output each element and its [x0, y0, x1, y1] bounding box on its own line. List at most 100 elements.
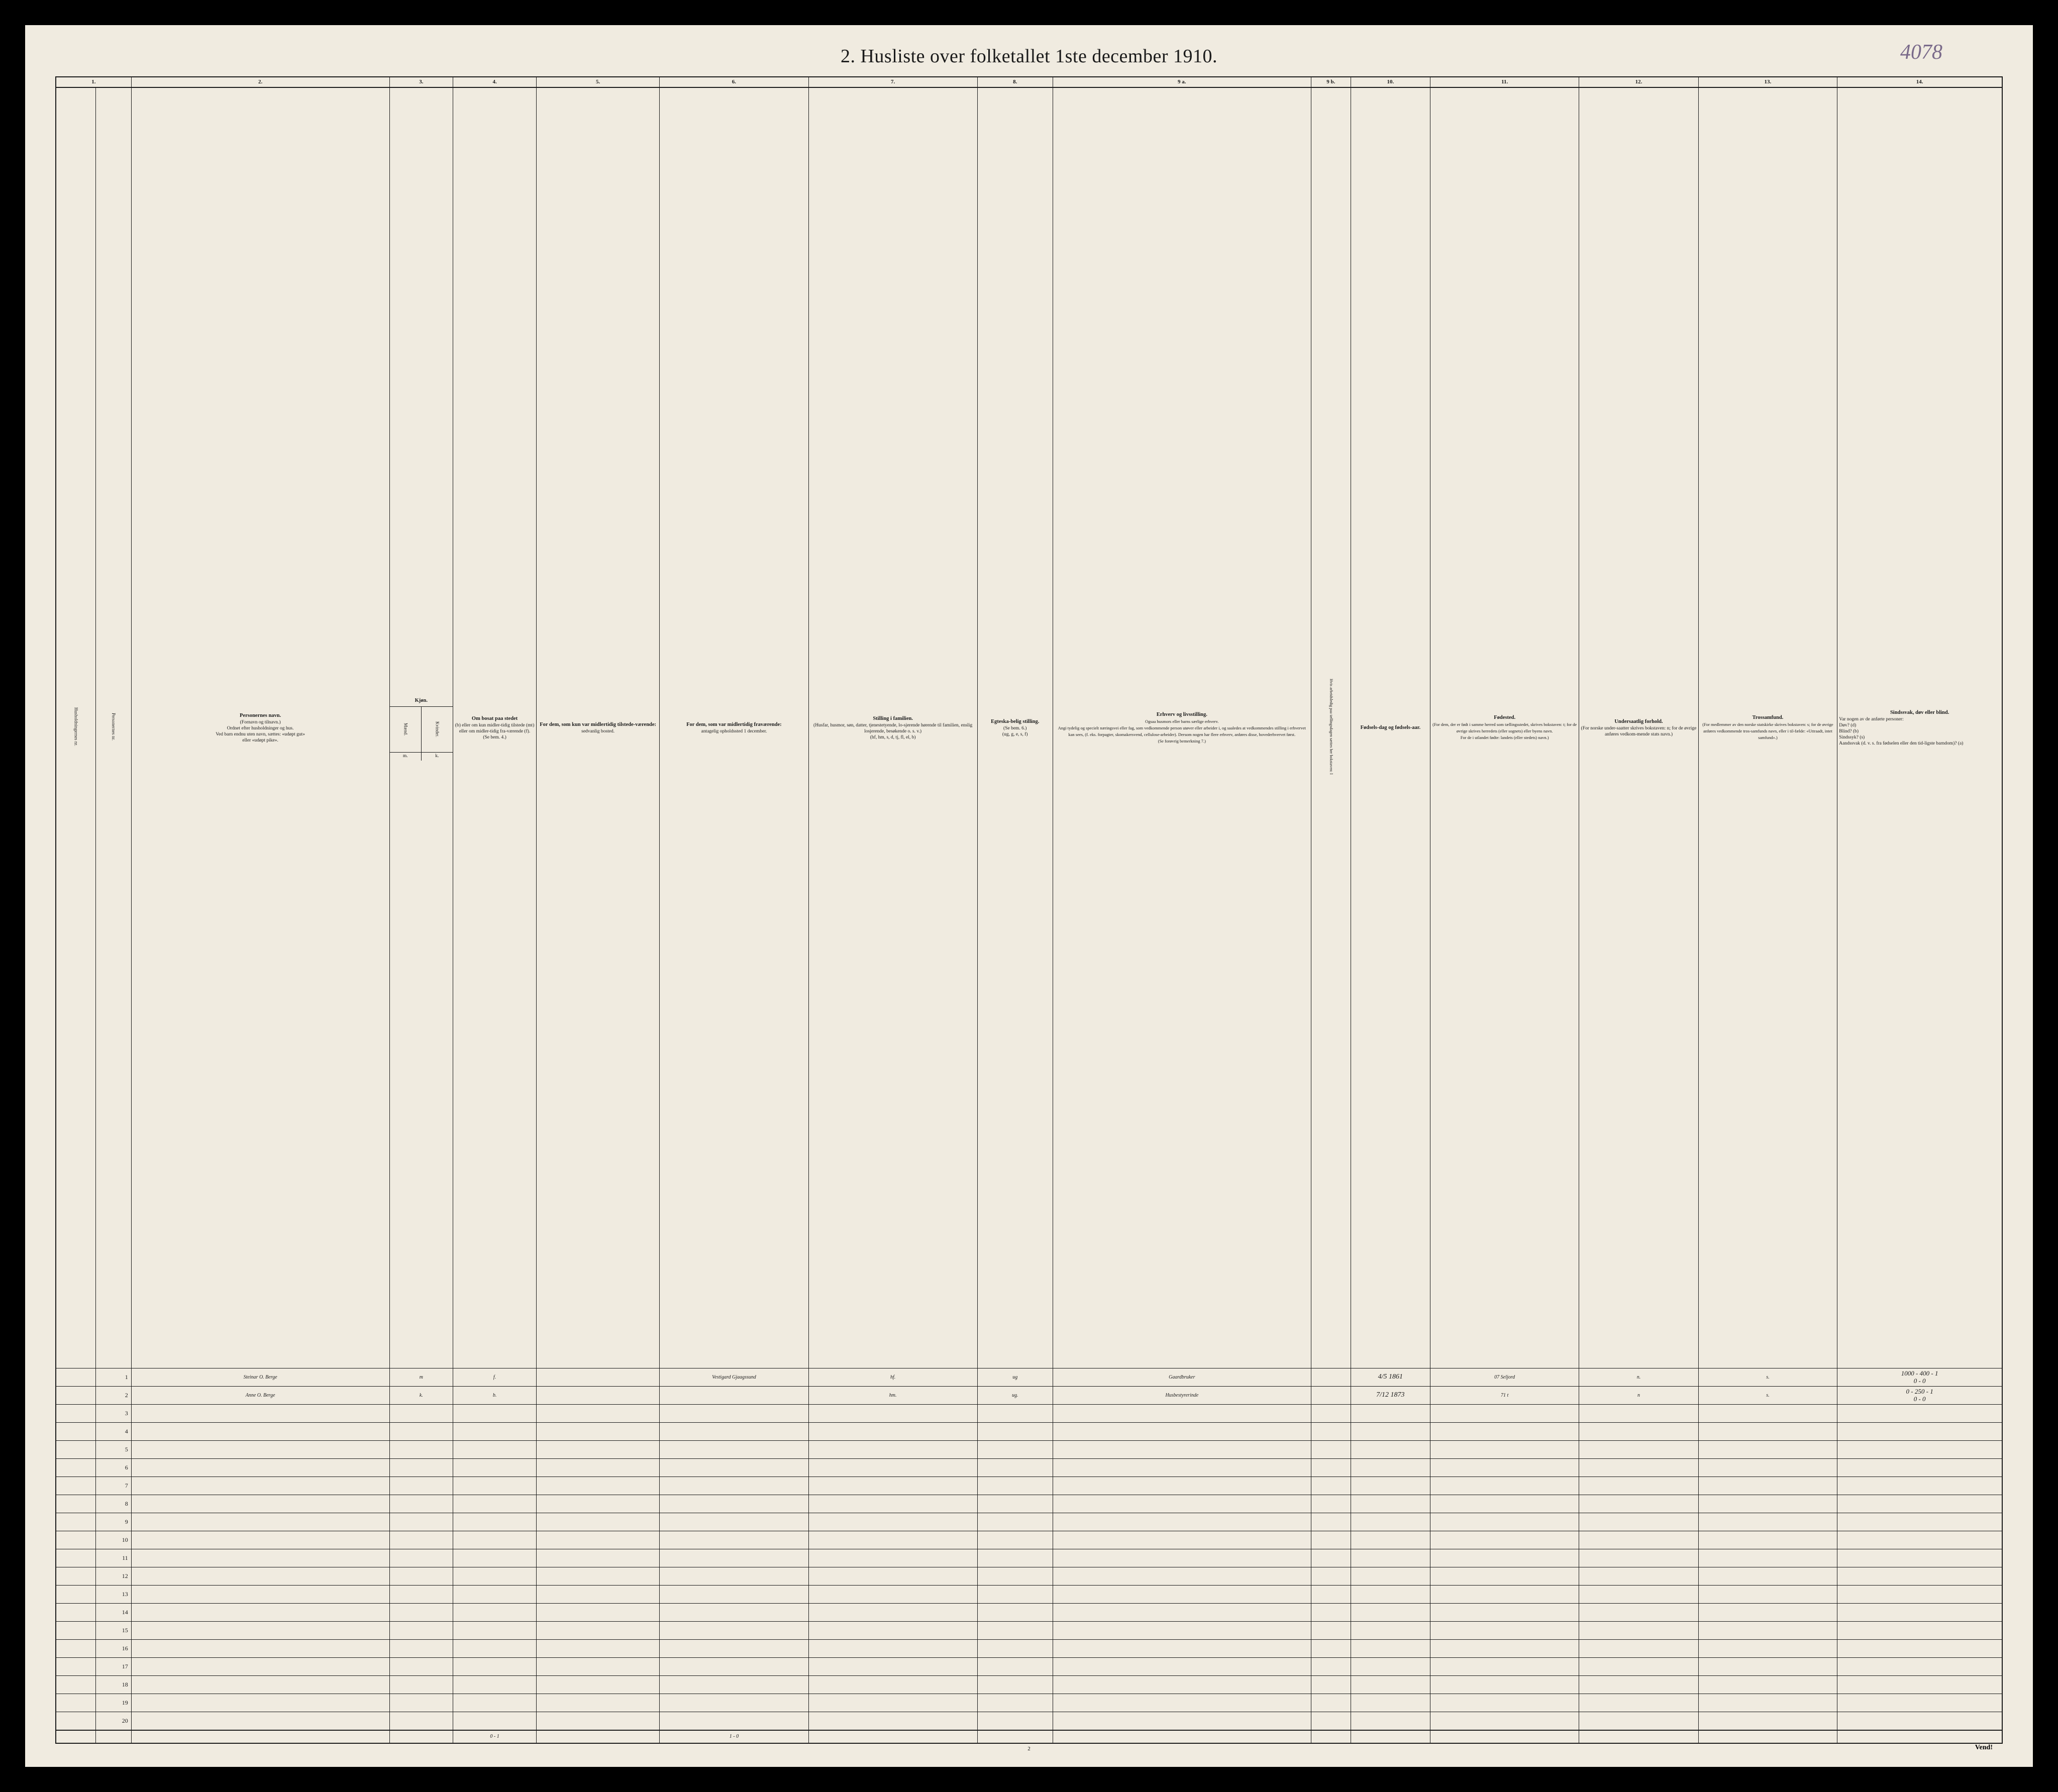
table-row-empty: 10 — [56, 1531, 2002, 1549]
table-row-empty: 3 — [56, 1405, 2002, 1423]
cell-name: Anne O. Berge — [131, 1387, 389, 1405]
row-number: 4 — [95, 1423, 131, 1441]
col-num: 5. — [537, 77, 660, 87]
data-rows: 1Steinar O. Bergemf. Vestigard Gjaagssund… — [56, 1368, 2002, 1730]
cell-col12: n. — [1579, 1368, 1698, 1387]
col-num: 11. — [1430, 77, 1579, 87]
cell-col7: hf. — [808, 1368, 977, 1387]
cell-col13: s. — [1698, 1368, 1837, 1387]
header-navn: Personernes navn. (Fornavn og tilnavn.) … — [131, 87, 389, 1368]
table-row-empty: 19 — [56, 1694, 2002, 1712]
col-num: 4. — [453, 77, 537, 87]
table-row-empty: 13 — [56, 1586, 2002, 1604]
cell-col5 — [537, 1387, 660, 1405]
cell-col12: n — [1579, 1387, 1698, 1405]
footer-col4: 0 - 1 — [453, 1730, 537, 1743]
cell-col9b — [1311, 1368, 1351, 1387]
cell-name: Steinar O. Berge — [131, 1368, 389, 1387]
page-number: 2 — [55, 1746, 2003, 1752]
table-row-empty: 5 — [56, 1441, 2002, 1459]
row-number: 11 — [95, 1549, 131, 1567]
row-number: 17 — [95, 1658, 131, 1676]
table-row: 2Anne O. Bergek.b. hm.ug.Husbestyrerinde 7… — [56, 1387, 2002, 1405]
census-table: 1. 2. 3. 4. 5. 6. 7. 8. 9 a. 9 b. 10. 11… — [55, 76, 2003, 1744]
cell-col13: s. — [1698, 1387, 1837, 1405]
page-title: 2. Husliste over folketallet 1ste decemb… — [55, 45, 2003, 67]
census-page: 4078 2. Husliste over folketallet 1ste d… — [25, 25, 2033, 1767]
cell-col11: 07 Seljord — [1430, 1368, 1579, 1387]
header-fravaer: For dem, som var midlertidig fraværende:… — [660, 87, 808, 1368]
column-number-row: 1. 2. 3. 4. 5. 6. 7. 8. 9 a. 9 b. 10. 11… — [56, 77, 2002, 87]
row-number: 19 — [95, 1694, 131, 1712]
col-num: 1. — [56, 77, 131, 87]
row-number: 18 — [95, 1676, 131, 1694]
cell-col14: 1000 - 400 - 1 0 - 0 — [1837, 1368, 2002, 1387]
row-number: 6 — [95, 1459, 131, 1477]
table-row-empty: 4 — [56, 1423, 2002, 1441]
table-row-empty: 9 — [56, 1513, 2002, 1531]
header-sindssvak: Sindssvak, døv eller blind. Var nogen av… — [1837, 87, 2002, 1368]
row-number: 1 — [95, 1368, 131, 1387]
cell-col8: ug — [977, 1368, 1053, 1387]
col-num: 2. — [131, 77, 389, 87]
row-number: 2 — [95, 1387, 131, 1405]
col-num: 14. — [1837, 77, 2002, 87]
col-num: 8. — [977, 77, 1053, 87]
header-husholdning-nr: Husholdningernes nr. — [56, 87, 95, 1368]
header-row: Husholdningernes nr. Personernes nr. Per… — [56, 87, 2002, 1368]
row-number: 9 — [95, 1513, 131, 1531]
table-row: 1Steinar O. Bergemf. Vestigard Gjaagssund… — [56, 1368, 2002, 1387]
table-row-empty: 6 — [56, 1459, 2002, 1477]
row-number: 5 — [95, 1441, 131, 1459]
table-row-empty: 18 — [56, 1676, 2002, 1694]
cell-col9a: Husbestyrerinde — [1053, 1387, 1311, 1405]
cell-bosat: b. — [453, 1387, 537, 1405]
col-num: 7. — [808, 77, 977, 87]
cell-col6 — [660, 1387, 808, 1405]
table-row-empty: 17 — [56, 1658, 2002, 1676]
cell-col6: Vestigard Gjaagssund — [660, 1368, 808, 1387]
table-row-empty: 16 — [56, 1640, 2002, 1658]
row-number: 7 — [95, 1477, 131, 1495]
col-num: 12. — [1579, 77, 1698, 87]
cell-col7: hm. — [808, 1387, 977, 1405]
row-number: 20 — [95, 1712, 131, 1730]
cell-col9a: Gaardbruker — [1053, 1368, 1311, 1387]
cell-col8: ug. — [977, 1387, 1053, 1405]
header-bosat: Om bosat paa stedet (b) eller om kun mid… — [453, 87, 537, 1368]
row-number: 16 — [95, 1640, 131, 1658]
row-number: 3 — [95, 1405, 131, 1423]
footer-col6: 1 - 0 — [660, 1730, 808, 1743]
header-egteskab: Egteska-belig stilling. (Se bem. 6.) (ug… — [977, 87, 1053, 1368]
cell-sex: k. — [389, 1387, 453, 1405]
header-trossamfund: Trossamfund. (For medlemmer av den norsk… — [1698, 87, 1837, 1368]
row-number: 14 — [95, 1604, 131, 1622]
row-number: 12 — [95, 1567, 131, 1586]
col-num: 9 b. — [1311, 77, 1351, 87]
cell-bosat: f. — [453, 1368, 537, 1387]
cell-col10: 7/12 1873 — [1351, 1387, 1430, 1405]
header-fodsel: Fødsels-dag og fødsels-aar. — [1351, 87, 1430, 1368]
cell-col5 — [537, 1368, 660, 1387]
table-row-empty: 8 — [56, 1495, 2002, 1513]
header-tilstede: For dem, som kun var midlertidig tilsted… — [537, 87, 660, 1368]
col-num: 9 a. — [1053, 77, 1311, 87]
header-person-nr: Personernes nr. — [95, 87, 131, 1368]
table-row-empty: 14 — [56, 1604, 2002, 1622]
row-number: 8 — [95, 1495, 131, 1513]
col-num: 3. — [389, 77, 453, 87]
vend-label: Vend! — [1975, 1744, 1993, 1752]
header-arbeidsledig: Hvis arbeidsledig paa tællingsdagen sætt… — [1311, 87, 1351, 1368]
table-row-empty: 20 — [56, 1712, 2002, 1730]
header-erhverv: Erhverv og livsstilling. Ogsaa husmors e… — [1053, 87, 1311, 1368]
header-fodested: Fødested. (For dem, der er født i samme … — [1430, 87, 1579, 1368]
row-number: 10 — [95, 1531, 131, 1549]
header-undersaat: Undersaatlig forhold. (For norske under-… — [1579, 87, 1698, 1368]
header-kjonn: Kjøn. Mænd. Kvinder. m. k. — [389, 87, 453, 1368]
row-number: 15 — [95, 1622, 131, 1640]
header-stilling-familie: Stilling i familien. (Husfar, husmor, sø… — [808, 87, 977, 1368]
cell-sex: m — [389, 1368, 453, 1387]
cell-col9b — [1311, 1387, 1351, 1405]
col-num: 10. — [1351, 77, 1430, 87]
col-num: 13. — [1698, 77, 1837, 87]
